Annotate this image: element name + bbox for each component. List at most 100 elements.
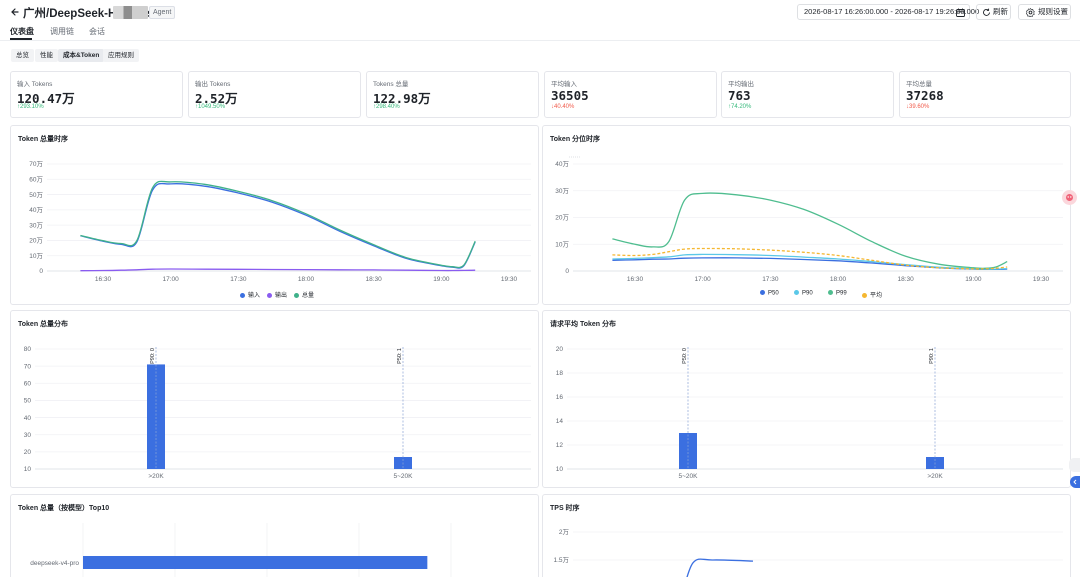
legend-item-p99[interactable]: P99 <box>828 290 847 297</box>
redacted-name-block <box>113 6 148 19</box>
x-tick-label: >20K <box>148 473 164 480</box>
y-tick-label: 16 <box>556 394 564 401</box>
bar <box>679 433 697 469</box>
active-tab-underline <box>10 38 32 40</box>
series-line-p90 <box>612 253 1008 270</box>
percentile-marker-label: P90: 1 <box>929 348 935 364</box>
legend-label: P99 <box>836 290 847 297</box>
chart-title: Token 总量（按模型）Top10 <box>18 505 110 512</box>
x-tick-label: 5~20K <box>394 473 414 480</box>
stat-label: 输出 Tokens <box>195 81 231 88</box>
tab-session[interactable]: 会话 <box>89 27 105 36</box>
token-total-distribution-bar-chart: 10 20 30 40 50 60 70 80 >20K 5~20K P90: 0 P50: 1 <box>24 346 531 480</box>
series-line-total <box>80 180 476 269</box>
x-tick-label: 16:30 <box>627 276 644 283</box>
y-tick-label: 10 <box>556 466 564 473</box>
subtab-cost-token[interactable]: 成本&Token <box>58 49 105 62</box>
tab-trace[interactable]: 调用链 <box>50 27 74 36</box>
y-tick-label: 40万 <box>555 160 569 168</box>
x-tick-label: >20K <box>927 473 943 480</box>
stat-change: ↓40.40% <box>551 104 575 110</box>
y-tick-label: 30万 <box>29 221 43 229</box>
stat-card-avg-output: 平均输出 763 ↑74.20% <box>721 71 894 118</box>
bar <box>147 364 165 469</box>
x-tick-label: 19:30 <box>1033 276 1050 283</box>
legend-item-p90[interactable]: P90 <box>794 290 813 297</box>
series-line-output <box>80 268 476 272</box>
stat-label: 平均输出 <box>728 81 754 88</box>
chart-card-avg-token-distribution: 请求平均 Token 分布 10 12 14 16 18 20 5~20K >20K P50: … <box>542 310 1071 488</box>
stat-label: 输入 Tokens <box>17 81 53 88</box>
legend-dot <box>794 290 799 295</box>
back-arrow-icon[interactable] <box>10 6 20 18</box>
y-tick-label: 50万 <box>29 191 43 199</box>
chart-card-token-total-timeseries: Token 总量时序 0 10万 20万 30万 40万 50万 60万 70万 16:30 17… <box>10 125 539 305</box>
subtab-performance[interactable]: 性能 <box>35 49 58 62</box>
tab-dashboard[interactable]: 仪表盘 <box>10 27 34 36</box>
y-tick-label: 60 <box>24 380 32 387</box>
x-tick-label: 17:30 <box>762 276 779 283</box>
y-tick-label: 20 <box>556 346 564 353</box>
y-tick-label: 40 <box>24 415 32 422</box>
floating-avatar[interactable] <box>1069 458 1080 472</box>
stat-value: 122.98万 <box>373 91 431 106</box>
subtab-app-rules[interactable]: 应用规则 <box>103 49 139 62</box>
date-range-picker[interactable]: 2026-08-17 16:26:00.000 - 2026-08-17 19:… <box>797 4 979 20</box>
y-tick-label: 2万 <box>559 528 570 536</box>
percentile-marker-label: P50: 0 <box>682 348 688 364</box>
chart-title: 请求平均 Token 分布 <box>550 321 616 328</box>
y-tick-label: 70 <box>24 363 32 370</box>
stat-change: ↑293.10% <box>17 104 44 110</box>
x-tick-label: 19:00 <box>965 276 982 283</box>
tps-line-chart: 2万 1.5万 <box>553 528 1063 577</box>
chart-title: Token 分位时序 <box>550 136 601 143</box>
floating-assistant-button[interactable] <box>1062 190 1077 205</box>
y-tick-label: 10万 <box>555 240 569 248</box>
percentile-marker-label: P50: 1 <box>397 348 403 364</box>
calendar-icon <box>956 8 965 17</box>
stat-card-output-tokens: 输出 Tokens 2.52万 ↑1049.50% <box>188 71 361 118</box>
stat-change: ↑1049.50% <box>195 104 226 110</box>
y-tick-label: 18 <box>556 370 564 377</box>
stat-card-total-tokens: Tokens 总量 122.98万 ↑298.40% <box>366 71 539 118</box>
legend-label: P50 <box>768 290 779 297</box>
agent-badge: Agent <box>149 6 176 19</box>
chart-card-token-total-distribution: Token 总量分布 10 20 30 40 50 60 70 80 >20K 5~20K P90:… <box>10 310 539 488</box>
y-tick-label: 20万 <box>555 214 569 222</box>
legend-item-p50[interactable]: P50 <box>760 290 779 297</box>
legend-label: P90 <box>802 290 813 297</box>
bar <box>83 556 428 569</box>
chart-legend: P50 P90 P99 平均 <box>760 290 900 299</box>
rules-settings-label: 规则设置 <box>1038 7 1068 16</box>
avg-token-distribution-bar-chart: 10 12 14 16 18 20 5~20K >20K P50: 0 P90: 1 <box>556 346 1063 480</box>
series-line-avg <box>612 247 1008 270</box>
refresh-button[interactable]: 刷新 <box>976 4 1011 20</box>
legend-item-output[interactable]: 输出 <box>267 290 287 299</box>
y-tick-label: 50 <box>24 398 32 405</box>
x-tick-label: 5~20K <box>679 473 699 480</box>
legend-item-avg[interactable]: 平均 <box>862 290 882 299</box>
stat-card-avg-total: 平均总量 37268 ↓39.60% <box>899 71 1071 118</box>
legend-item-total[interactable]: 总量 <box>294 290 314 299</box>
legend-item-input[interactable]: 输入 <box>240 290 260 299</box>
legend-label: 输入 <box>248 293 261 299</box>
y-tick-label: 20万 <box>29 237 43 245</box>
x-tick-label: 18:30 <box>366 276 383 283</box>
y-tick-label: 0 <box>565 268 569 275</box>
chart-title: TPS 时序 <box>550 505 580 512</box>
floating-collapse-button[interactable] <box>1070 476 1080 488</box>
y-category-label: deepseek-v4-pro <box>30 560 79 567</box>
stat-value: 763 <box>728 88 751 103</box>
gear-icon <box>1026 8 1035 17</box>
subtab-overview[interactable]: 总览 <box>11 49 34 62</box>
y-tick-label: 40万 <box>29 206 43 214</box>
chart-card-token-percentile-timeseries: Token 分位时序 0 10万 20万 30万 40万 16:30 17:00 17:30 1… <box>542 125 1071 305</box>
stat-card-input-tokens: 输入 Tokens 120.47万 ↑293.10% <box>10 71 183 118</box>
x-tick-label: 18:00 <box>298 276 315 283</box>
stat-value: 120.47万 <box>17 91 75 106</box>
series-line-tps <box>686 558 754 577</box>
rules-settings-button[interactable]: 规则设置 <box>1018 4 1071 20</box>
stat-change: ↑74.20% <box>728 104 752 110</box>
x-tick-label: 17:00 <box>695 276 712 283</box>
y-tick-label: 60万 <box>29 175 43 183</box>
